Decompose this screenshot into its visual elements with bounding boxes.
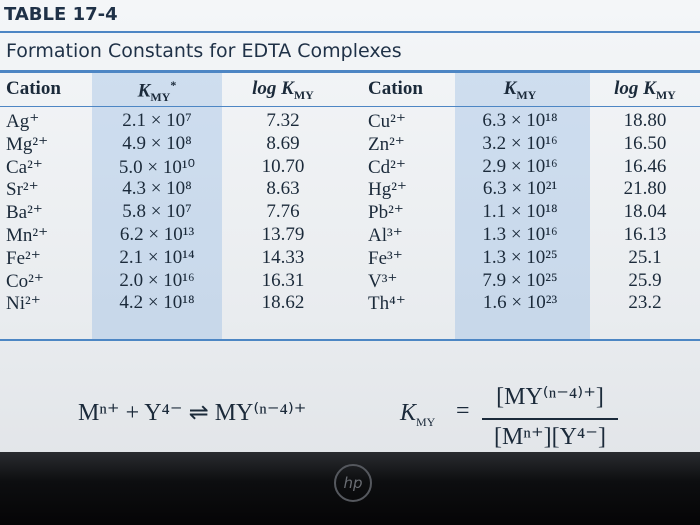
column-header: KMY bbox=[450, 78, 590, 103]
cation: Ni²⁺ bbox=[6, 293, 41, 315]
column-header: Cation bbox=[6, 78, 61, 100]
cation: Al³⁺ bbox=[368, 225, 403, 246]
cation: Mn²⁺ bbox=[6, 225, 49, 246]
symbol-text: log K bbox=[252, 78, 294, 99]
column-header: KMY* bbox=[87, 78, 227, 105]
formation-constant: 1.1 × 10¹⁸ bbox=[482, 201, 558, 223]
formation-constant: 5.0 × 10¹⁰ bbox=[118, 156, 196, 178]
log-constant: 18.62 bbox=[261, 292, 305, 314]
subscript: MY bbox=[516, 87, 537, 102]
log-constant: 25.1 bbox=[628, 246, 662, 268]
formation-constant: 1.6 × 10²³ bbox=[482, 292, 558, 314]
symbol-text: Cation bbox=[368, 78, 423, 99]
log-constant: 23.2 bbox=[628, 292, 662, 314]
reaction: Mⁿ⁺ + Y⁴⁻ ⇌ MY⁽ⁿ⁻⁴⁾⁺ bbox=[78, 400, 307, 426]
log-constant: 16.46 bbox=[623, 155, 667, 177]
fraction-bar bbox=[482, 418, 618, 420]
numerator: [MY⁽ⁿ⁻⁴⁾⁺] bbox=[496, 384, 604, 410]
subscript: MY bbox=[293, 87, 314, 102]
formation-constant: 2.1 × 10¹⁴ bbox=[119, 246, 195, 268]
cation: Hg²⁺ bbox=[368, 179, 407, 201]
log-constant: 18.04 bbox=[623, 201, 667, 223]
symbol-text: K bbox=[137, 80, 151, 102]
header-rule bbox=[0, 70, 700, 73]
cation: Pb²⁺ bbox=[368, 202, 404, 224]
formation-constant: 6.3 × 10¹⁸ bbox=[482, 110, 558, 131]
formation-constant: 2.0 × 10¹⁶ bbox=[119, 269, 195, 291]
symbol-text: K bbox=[503, 78, 517, 99]
column-header: log KMY bbox=[213, 78, 353, 103]
top-rule bbox=[0, 31, 700, 33]
formation-constant: 5.8 × 10⁷ bbox=[122, 201, 192, 223]
subscript: MY bbox=[416, 414, 436, 429]
cation: Cu²⁺ bbox=[368, 111, 406, 132]
log-constant: 7.76 bbox=[266, 201, 300, 223]
column-shade bbox=[92, 73, 222, 339]
relation: = bbox=[456, 398, 470, 424]
formation-constant: 6.2 × 10¹³ bbox=[119, 224, 195, 245]
formation-constant: 2.1 × 10⁷ bbox=[122, 110, 192, 131]
log-constant: 8.63 bbox=[266, 178, 300, 200]
symbol-text: Cation bbox=[6, 78, 61, 99]
log-constant: 13.79 bbox=[261, 224, 305, 245]
cation: Th⁴⁺ bbox=[368, 293, 406, 315]
cation: Fe³⁺ bbox=[368, 247, 403, 269]
log-constant: 7.32 bbox=[266, 110, 300, 131]
log-constant: 16.13 bbox=[623, 224, 667, 245]
cation: Ba²⁺ bbox=[6, 202, 43, 224]
formation-constant: 6.3 × 10²¹ bbox=[482, 178, 558, 200]
table-title: Formation Constants for EDTA Complexes bbox=[6, 40, 402, 62]
cation: Cd²⁺ bbox=[368, 156, 406, 178]
cation: Co²⁺ bbox=[6, 270, 44, 292]
column-header: Cation bbox=[368, 78, 423, 100]
bottom-rule bbox=[0, 339, 700, 341]
header-bottom-rule bbox=[0, 106, 700, 107]
superscript: * bbox=[170, 78, 177, 92]
subscript: MY bbox=[150, 90, 171, 105]
cation: Sr²⁺ bbox=[6, 179, 39, 201]
table-number: TABLE 17-4 bbox=[4, 4, 118, 25]
constant-symbol: KMY bbox=[400, 400, 435, 430]
symbol-text: K bbox=[400, 400, 417, 426]
formation-constant: 4.2 × 10¹⁸ bbox=[119, 292, 195, 314]
log-constant: 14.33 bbox=[261, 246, 305, 268]
log-constant: 10.70 bbox=[261, 155, 305, 177]
formation-constant: 1.3 × 10²⁵ bbox=[482, 246, 558, 268]
formation-constant: 2.9 × 10¹⁶ bbox=[482, 155, 558, 177]
cation: Zn²⁺ bbox=[368, 133, 405, 155]
column-shade bbox=[455, 73, 590, 339]
cation: Fe²⁺ bbox=[6, 247, 41, 269]
formation-constant: 3.2 × 10¹⁶ bbox=[482, 132, 558, 154]
symbol-text: log K bbox=[614, 78, 656, 99]
formation-constant: 7.9 × 10²⁵ bbox=[482, 269, 558, 291]
log-constant: 18.80 bbox=[623, 110, 667, 131]
cation: V³⁺ bbox=[368, 270, 398, 292]
log-constant: 25.9 bbox=[628, 269, 662, 291]
log-constant: 21.80 bbox=[623, 178, 667, 200]
brand-logo: hp bbox=[334, 464, 372, 502]
log-constant: 8.69 bbox=[266, 132, 300, 154]
cation: Ca²⁺ bbox=[6, 156, 43, 178]
formation-constant: 4.9 × 10⁸ bbox=[122, 132, 192, 154]
log-constant: 16.50 bbox=[623, 132, 667, 154]
cation: Mg²⁺ bbox=[6, 133, 49, 155]
subscript: MY bbox=[655, 87, 676, 102]
formation-constant: 1.3 × 10¹⁶ bbox=[482, 224, 558, 245]
column-header: log KMY bbox=[575, 78, 700, 103]
denominator: [Mⁿ⁺][Y⁴⁻] bbox=[494, 424, 606, 450]
log-constant: 16.31 bbox=[261, 269, 305, 291]
formation-constant: 4.3 × 10⁸ bbox=[122, 178, 192, 200]
cation: Ag⁺ bbox=[6, 111, 40, 132]
